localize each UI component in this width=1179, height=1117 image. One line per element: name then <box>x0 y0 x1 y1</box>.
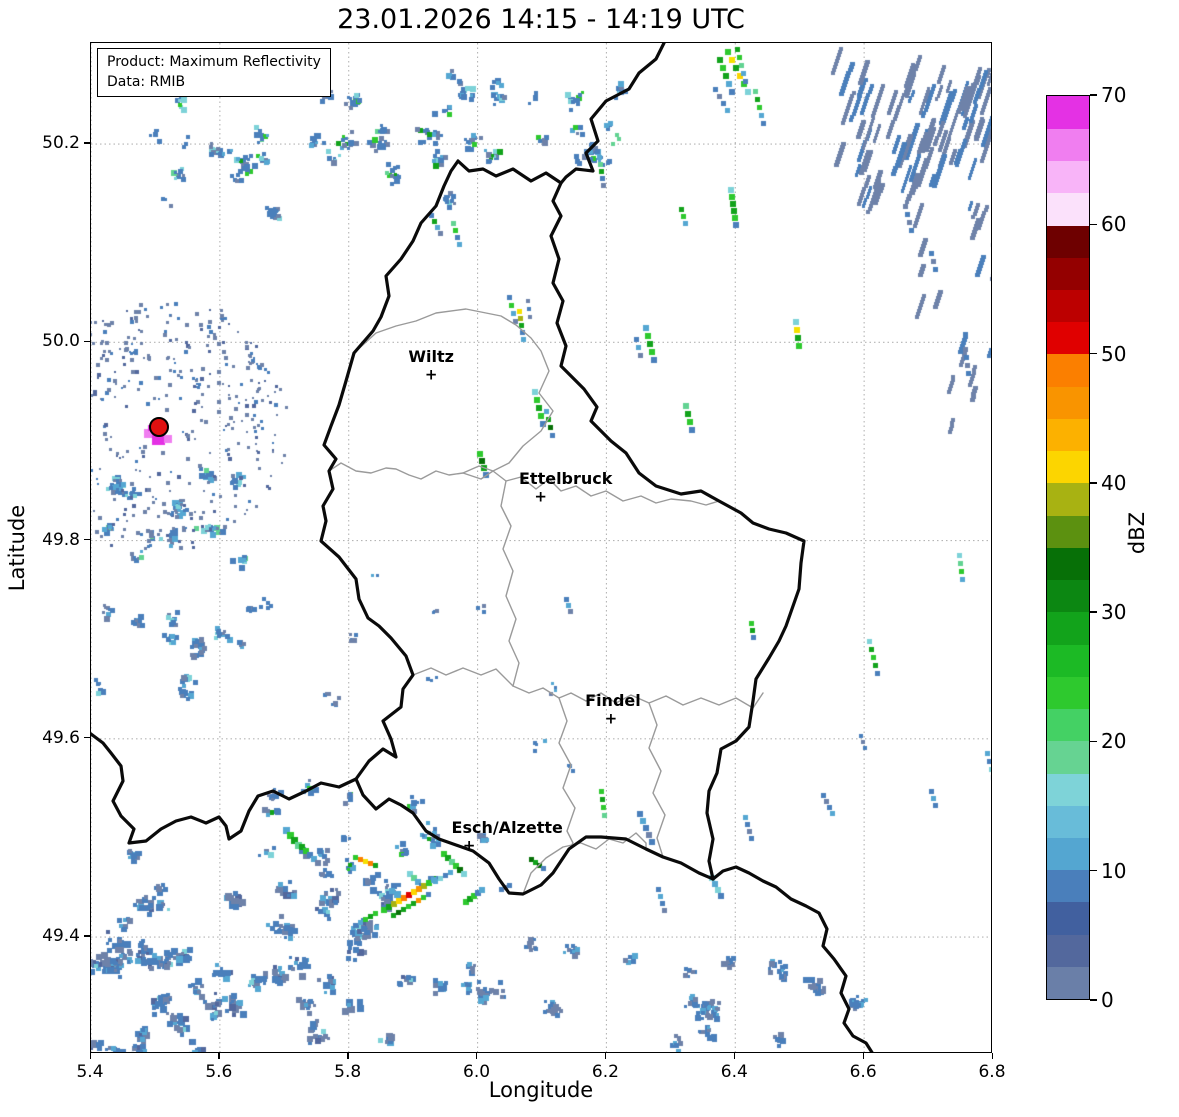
colorbar-segment <box>1047 353 1089 387</box>
colorbar-segment <box>1047 321 1089 355</box>
luxembourg-border <box>319 159 806 896</box>
city-label: Findel <box>585 690 641 710</box>
x-tick-mark <box>476 1053 478 1059</box>
colorbar-segment <box>1047 611 1089 645</box>
product-info-box: Product: Maximum Reflectivity Data: RMIB <box>97 48 331 98</box>
colorbar-segment <box>1047 740 1089 774</box>
canton-borders <box>328 308 764 895</box>
colorbar-gradient <box>1046 95 1090 1000</box>
colorbar-segment <box>1047 160 1089 194</box>
x-tick-label: 5.6 <box>205 1062 233 1082</box>
colorbar-segment <box>1047 676 1089 710</box>
colorbar-tick-label: 70 <box>1101 83 1127 107</box>
map-borders <box>91 43 874 1052</box>
colorbar-tick-mark <box>1090 94 1097 96</box>
colorbar-segment <box>1047 128 1089 162</box>
city-label: Esch/Alzette <box>451 817 563 837</box>
colorbar-tick-label: 20 <box>1101 729 1127 754</box>
colorbar-tick-label: 40 <box>1101 470 1127 495</box>
y-tick-label: 50.2 <box>42 133 80 154</box>
x-tick-label: 6.2 <box>591 1062 619 1082</box>
colorbar-segment <box>1047 644 1089 677</box>
belgium-germany-border <box>559 43 666 185</box>
x-tick-label: 6.8 <box>978 1062 1006 1082</box>
x-tick-label: 5.8 <box>334 1062 362 1082</box>
colorbar-segment <box>1047 837 1089 871</box>
colorbar-segment <box>1047 708 1089 742</box>
colorbar-tick-label: 60 <box>1101 212 1127 237</box>
x-tick-mark <box>991 1053 993 1059</box>
colorbar-label: dBZ <box>1125 511 1149 555</box>
colorbar-tick-label: 50 <box>1101 341 1127 366</box>
colorbar-tick-mark <box>1090 352 1097 355</box>
colorbar-tick-label: 30 <box>1101 600 1127 625</box>
x-tick-label: 6.4 <box>720 1062 748 1082</box>
france-germany-border <box>711 865 874 1052</box>
colorbar-segment <box>1047 289 1089 323</box>
y-tick-mark <box>84 340 90 343</box>
colorbar-segment <box>1047 224 1089 258</box>
x-axis-label: Longitude <box>488 1078 594 1102</box>
y-tick-label: 49.8 <box>42 529 80 550</box>
figure-title: 23.01.2026 14:15 - 14:19 UTC <box>337 4 745 35</box>
colorbar-segment <box>1047 579 1089 613</box>
colorbar-segment <box>1047 934 1089 967</box>
y-tick-label: 49.4 <box>42 926 80 947</box>
colorbar-tick-mark <box>1090 611 1097 613</box>
map-plot-area: Wiltz + Ettelbruck + Findel + Esch/Alzette + Pr… <box>90 42 992 1053</box>
colorbar-segment <box>1047 386 1089 419</box>
y-tick-mark <box>84 142 90 144</box>
data-source-line: Data: RMIB <box>107 73 186 90</box>
x-tick-mark <box>218 1053 220 1059</box>
colorbar-segment <box>1047 482 1089 516</box>
colorbar-segment <box>1047 418 1089 452</box>
colorbar-segment <box>1047 257 1089 290</box>
colorbar-segment <box>1047 772 1089 806</box>
colorbar-tick-mark <box>1090 482 1097 484</box>
x-tick-mark <box>347 1053 349 1059</box>
colorbar-tick-mark <box>1090 740 1097 743</box>
city-marker: + <box>534 487 547 506</box>
colorbar-tick-label: 0 <box>1101 988 1114 1012</box>
colorbar-tick-mark <box>1090 870 1097 872</box>
x-tick-mark <box>862 1053 865 1059</box>
y-tick-mark <box>84 737 90 739</box>
city-marker: + <box>424 365 438 384</box>
colorbar-segment <box>1047 966 1089 1000</box>
x-tick-label: 6.6 <box>849 1062 877 1082</box>
city-label: Ettelbruck <box>518 468 613 488</box>
x-tick-mark <box>89 1053 91 1059</box>
radar-site-marker <box>149 416 170 437</box>
colorbar-segment <box>1047 901 1089 935</box>
y-tick-mark <box>84 538 90 541</box>
france-belgium-border <box>91 732 358 845</box>
x-tick-mark <box>733 1053 736 1059</box>
country-borders <box>91 43 874 1052</box>
colorbar-segment <box>1047 547 1089 581</box>
x-tick-label: 5.4 <box>76 1062 104 1082</box>
colorbar-segment <box>1047 869 1089 903</box>
y-tick-mark <box>84 935 90 937</box>
city-label: Wiltz <box>408 347 454 367</box>
colorbar-segment <box>1047 450 1089 484</box>
city-marker: + <box>462 836 476 855</box>
y-tick-label: 49.6 <box>42 727 80 748</box>
product-line: Product: Maximum Reflectivity <box>107 54 321 70</box>
colorbar-segment <box>1047 96 1089 129</box>
x-tick-mark <box>604 1053 607 1059</box>
y-tick-label: 50.0 <box>42 331 80 352</box>
colorbar-segment <box>1047 805 1089 838</box>
colorbar-segment <box>1047 515 1089 548</box>
colorbar-tick-mark <box>1090 223 1097 225</box>
colorbar-tick-label: 10 <box>1101 858 1127 883</box>
colorbar-segment <box>1047 192 1089 226</box>
x-tick-label: 6.0 <box>463 1062 491 1082</box>
city-marker: + <box>604 709 618 728</box>
colorbar-tick-mark <box>1090 999 1097 1001</box>
